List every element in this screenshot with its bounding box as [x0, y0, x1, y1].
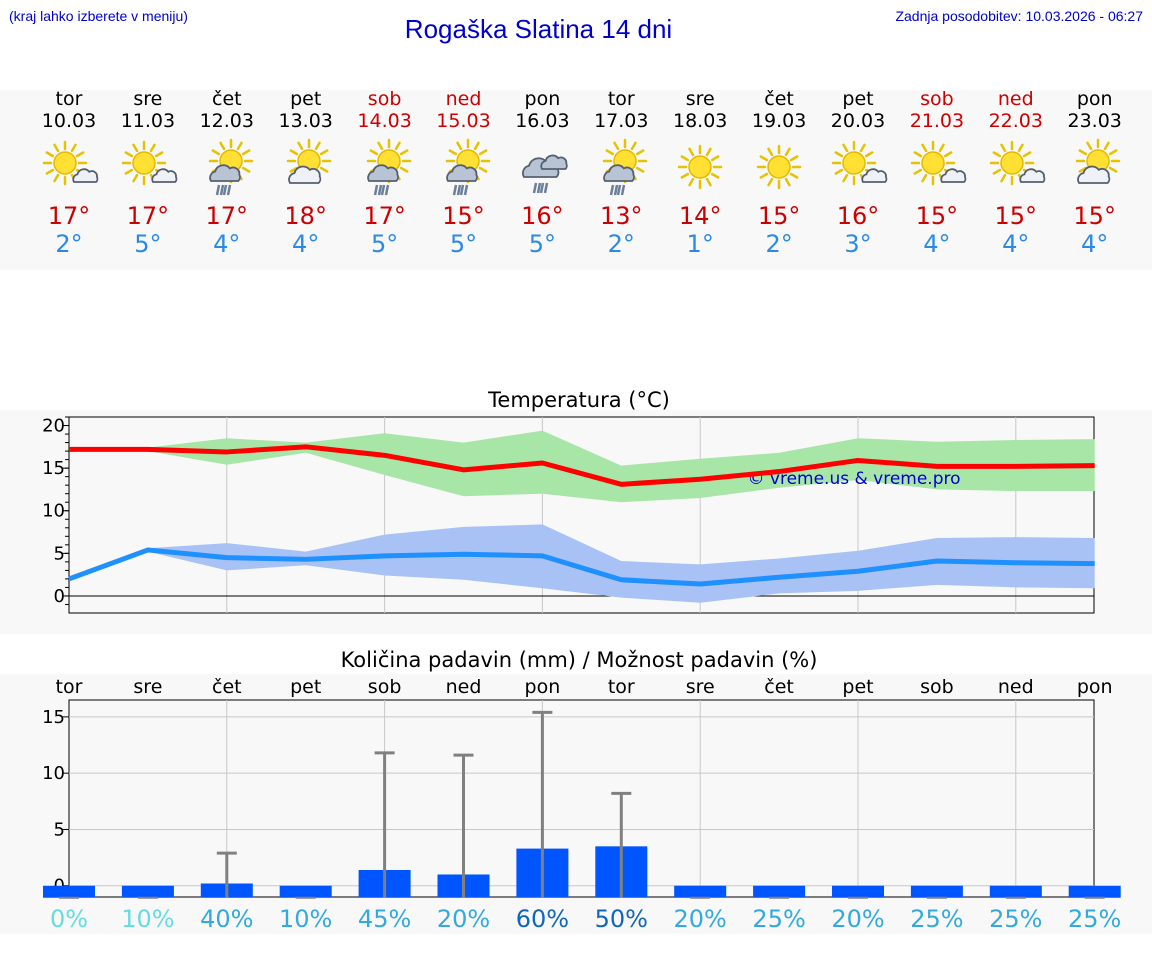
- day-date: 22.03: [988, 110, 1043, 132]
- day-name: sre: [133, 88, 163, 110]
- day-name: ned: [997, 88, 1034, 110]
- min-temperature: 4°: [213, 230, 241, 258]
- day-date: 19.03: [751, 110, 807, 132]
- min-temperature: 3°: [844, 230, 872, 258]
- day-column: sre 11.03 17° 5°: [108, 88, 187, 258]
- day-name: pet: [290, 88, 322, 110]
- min-temperature: 4°: [1002, 230, 1030, 258]
- day-column: tor 10.03 17° 2°: [30, 88, 109, 258]
- max-temperature: 15°: [915, 202, 959, 230]
- cloud-rain-icon: [503, 136, 582, 198]
- min-temperature: 5°: [134, 230, 162, 258]
- page-title: Rogaška Slatina 14 dni: [404, 14, 673, 44]
- max-temperature: 18°: [284, 202, 327, 230]
- min-temperature: 2°: [607, 230, 635, 258]
- day-column: sre 18.03 14° 1°: [661, 88, 740, 258]
- temperature-band: [0, 410, 1152, 634]
- sun-icon: [661, 136, 740, 198]
- sun-small-cloud-icon: [30, 136, 109, 198]
- day-date: 20.03: [830, 110, 886, 132]
- day-date: 21.03: [909, 110, 965, 132]
- day-column: sob 21.03 15° 4°: [897, 88, 976, 258]
- day-name: pet: [842, 88, 874, 110]
- day-date: 16.03: [515, 110, 570, 132]
- day-name: tor: [607, 88, 635, 110]
- day-date: 13.03: [278, 110, 333, 132]
- day-column: pet 20.03 16° 3°: [819, 88, 898, 258]
- day-date: 17.03: [594, 110, 649, 132]
- precipitation-band: [0, 674, 1152, 934]
- sun-cloud-rain-icon: [582, 136, 661, 198]
- sun-small-cloud-icon: [976, 136, 1055, 198]
- day-column: ned 15.03 15° 5°: [424, 88, 503, 258]
- day-column: čet 12.03 17° 4°: [187, 88, 266, 258]
- sun-cloud-rain-icon: [424, 136, 503, 198]
- day-column: pet 13.03 18° 4°: [266, 88, 345, 258]
- sun-cloud-rain-icon: [345, 136, 424, 198]
- day-date: 14.03: [357, 110, 412, 132]
- day-date: 12.03: [199, 110, 254, 132]
- location-menu-hint[interactable]: (kraj lahko izberete v meniju): [9, 8, 188, 24]
- day-column: pon 23.03 15° 4°: [1055, 88, 1134, 258]
- day-date: 18.03: [672, 110, 728, 132]
- min-temperature: 4°: [1081, 230, 1109, 258]
- day-name: sob: [920, 88, 954, 110]
- day-name: ned: [445, 88, 482, 110]
- day-date: 15.03: [436, 110, 491, 132]
- day-name: tor: [55, 88, 83, 110]
- sun-small-cloud-icon: [819, 136, 898, 198]
- min-temperature: 2°: [765, 230, 793, 258]
- max-temperature: 13°: [600, 202, 643, 230]
- day-column: ned 22.03 15° 4°: [976, 88, 1055, 258]
- max-temperature: 15°: [442, 202, 485, 230]
- max-temperature: 15°: [1073, 202, 1116, 230]
- day-date: 11.03: [120, 110, 176, 132]
- min-temperature: 5°: [370, 230, 399, 258]
- max-temperature: 17°: [126, 202, 170, 230]
- sun-cloud-rain-icon: [187, 136, 266, 198]
- min-temperature: 1°: [686, 230, 714, 258]
- day-column: sob 14.03 17° 5°: [345, 88, 424, 258]
- sun-small-cloud-icon: [108, 136, 187, 198]
- max-temperature: 15°: [994, 202, 1038, 230]
- max-temperature: 16°: [836, 202, 880, 230]
- day-column: pon 16.03 16° 5°: [503, 88, 582, 258]
- max-temperature: 15°: [757, 202, 801, 230]
- day-name: sre: [685, 88, 715, 110]
- day-name: pon: [524, 88, 561, 110]
- max-temperature: 14°: [678, 202, 722, 230]
- last-update: Zadnja posodobitev: 10.03.2026 - 06:27: [895, 8, 1143, 24]
- day-column: čet 19.03 15° 2°: [740, 88, 819, 258]
- min-temperature: 5°: [528, 230, 557, 258]
- day-date: 23.03: [1067, 110, 1122, 132]
- sun-small-cloud-icon: [897, 136, 976, 198]
- precipitation-chart-title: Količina padavin (mm) / Možnost padavin …: [340, 648, 818, 672]
- day-name: pon: [1076, 88, 1113, 110]
- min-temperature: 5°: [449, 230, 478, 258]
- sun-icon: [740, 136, 819, 198]
- sun-cloud-icon: [266, 136, 345, 198]
- day-date: 10.03: [41, 110, 97, 132]
- max-temperature: 17°: [363, 202, 406, 230]
- sun-cloud-icon: [1055, 136, 1134, 198]
- max-temperature: 16°: [521, 202, 564, 230]
- day-name: čet: [212, 88, 242, 110]
- min-temperature: 2°: [55, 230, 83, 258]
- day-column: tor 17.03 13° 2°: [582, 88, 661, 258]
- min-temperature: 4°: [923, 230, 951, 258]
- min-temperature: 4°: [292, 230, 320, 258]
- temperature-chart-title: Temperatura (°C): [488, 388, 670, 412]
- day-name: čet: [764, 88, 794, 110]
- max-temperature: 17°: [47, 202, 91, 230]
- day-name: sob: [367, 88, 402, 110]
- max-temperature: 17°: [205, 202, 249, 230]
